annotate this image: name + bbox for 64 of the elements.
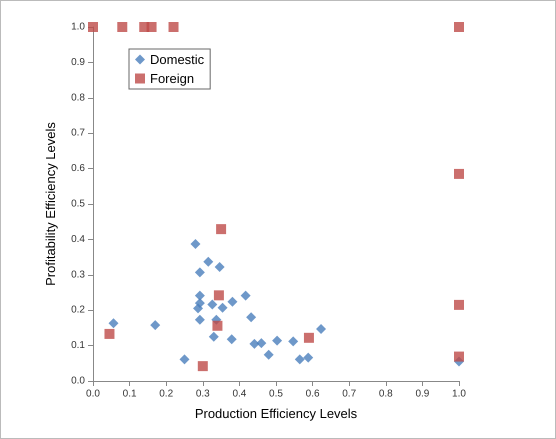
point <box>203 256 214 267</box>
y-tick-label: 0.5 <box>71 198 86 210</box>
point <box>108 318 118 328</box>
point <box>249 338 260 349</box>
y-tick-label: 0.8 <box>71 92 86 104</box>
point <box>194 267 205 278</box>
point <box>104 328 114 339</box>
x-tick-label: 0.6 <box>306 388 320 400</box>
x-tick-label: 0.3 <box>196 388 210 400</box>
point <box>316 324 326 334</box>
point <box>216 224 226 234</box>
point <box>117 22 128 32</box>
point <box>227 296 238 307</box>
y-tick-label: 0.9 <box>71 56 86 68</box>
legend-label: Domestic <box>150 52 205 67</box>
point <box>246 312 256 322</box>
y-tick-label: 0.4 <box>71 234 86 245</box>
point <box>240 290 251 301</box>
point <box>454 22 464 32</box>
y-tick-label: 0.0 <box>71 376 86 386</box>
point <box>454 300 464 310</box>
point <box>198 361 208 372</box>
x-tick-label: 0.2 <box>159 388 174 400</box>
point <box>214 290 224 300</box>
point <box>304 332 314 343</box>
x-axis-title: Production Efficiency Levels <box>194 406 358 421</box>
x-tick-label: 0.9 <box>415 388 430 400</box>
point <box>150 320 160 330</box>
point <box>272 336 282 346</box>
x-tick-label: 0.7 <box>342 388 357 400</box>
point <box>288 336 298 346</box>
point <box>256 338 266 348</box>
y-tick-label: 0.1 <box>71 340 86 352</box>
point <box>454 168 464 179</box>
point <box>194 290 205 301</box>
y-axis-title: Profitability Efficiency Levels <box>43 122 58 286</box>
x-tick-label: 1.0 <box>452 388 466 400</box>
point <box>454 352 464 362</box>
point <box>168 22 179 32</box>
y-tick-label: 0.7 <box>71 128 86 139</box>
point <box>264 350 274 360</box>
x-tick-label: 0.0 <box>86 388 100 400</box>
point <box>294 354 305 364</box>
point <box>193 303 204 314</box>
point <box>218 302 228 313</box>
legend-label: Foreign <box>150 71 194 86</box>
x-tick-label: 0.4 <box>232 388 247 400</box>
point <box>146 22 157 32</box>
y-tick-label: 0.2 <box>71 304 86 316</box>
point <box>303 352 314 363</box>
x-tick-label: 0.1 <box>122 388 137 400</box>
y-tick-label: 0.3 <box>71 269 86 280</box>
x-tick-label: 0.8 <box>378 388 394 400</box>
point <box>194 314 205 325</box>
x-tick-label: 0.5 <box>269 388 284 400</box>
point <box>212 320 222 331</box>
point <box>190 239 200 249</box>
point <box>207 300 218 310</box>
point <box>180 354 190 364</box>
y-tick-label: 1.0 <box>71 22 86 32</box>
point <box>226 334 237 344</box>
point <box>208 332 219 342</box>
y-tick-label: 0.6 <box>71 163 86 174</box>
point <box>214 262 225 272</box>
